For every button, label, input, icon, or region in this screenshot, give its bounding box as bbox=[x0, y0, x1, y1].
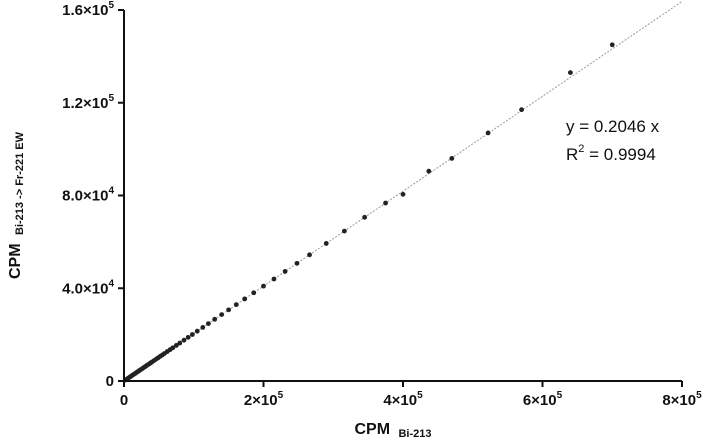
data-point bbox=[194, 328, 200, 334]
data-point bbox=[226, 307, 232, 313]
data-point bbox=[233, 302, 239, 308]
data-point bbox=[342, 228, 347, 234]
y-axis-title-main: CPM bbox=[7, 243, 24, 279]
r-squared-prefix: R bbox=[566, 145, 578, 164]
fit-line-layer bbox=[123, 1, 683, 382]
data-point bbox=[568, 70, 573, 76]
y-axis-title-sub: Bi-213 -> Fr-221 EW bbox=[14, 131, 26, 235]
data-point bbox=[609, 42, 615, 48]
x-axis-title-main: CPM bbox=[354, 421, 390, 438]
x-tick-label: 8×105 bbox=[662, 390, 702, 409]
y-tick-label: 0 bbox=[106, 373, 114, 390]
y-tick-label: 1.6×105 bbox=[62, 0, 114, 19]
data-point bbox=[205, 321, 211, 326]
x-ticks: 0 2×105 4×105 6×105 8×105 bbox=[120, 381, 702, 409]
data-point bbox=[185, 334, 191, 340]
fit-line bbox=[123, 1, 683, 382]
data-point bbox=[170, 345, 176, 351]
data-point bbox=[271, 276, 277, 282]
y-tick-label: 1.2×105 bbox=[62, 93, 114, 112]
data-point bbox=[219, 312, 225, 317]
data-point bbox=[383, 200, 388, 206]
data-point bbox=[449, 156, 455, 161]
fit-equation: y = 0.2046 x bbox=[566, 117, 660, 136]
r-squared-suffix: = 0.9994 bbox=[584, 145, 655, 164]
data-point bbox=[485, 130, 491, 136]
data-point bbox=[261, 283, 266, 289]
data-point bbox=[323, 241, 329, 246]
data-point bbox=[362, 214, 368, 220]
y-tick-label: 8.0×104 bbox=[62, 186, 114, 205]
data-point bbox=[282, 269, 288, 274]
x-tick-label: 4×105 bbox=[383, 390, 423, 409]
data-point bbox=[173, 343, 179, 348]
data-point bbox=[294, 260, 300, 266]
data-point bbox=[177, 340, 183, 346]
y-ticks: 0 4.0×104 8.0×104 1.2×105 1.6×105 bbox=[62, 0, 124, 390]
x-tick-label: 6×105 bbox=[523, 390, 563, 409]
data-point bbox=[242, 296, 248, 302]
data-point bbox=[307, 252, 312, 258]
data-point bbox=[189, 332, 195, 337]
x-tick-label: 2×105 bbox=[244, 390, 284, 409]
x-axis-title-sub: Bi-213 bbox=[398, 428, 431, 440]
y-axis-title: CPM Bi-213 -> Fr-221 EW bbox=[7, 131, 26, 279]
x-axis-title: CPM Bi-213 bbox=[354, 421, 431, 440]
data-point bbox=[426, 168, 432, 174]
data-points-layer bbox=[122, 42, 615, 383]
data-point bbox=[400, 191, 406, 197]
y-tick-label: 4.0×104 bbox=[62, 278, 114, 297]
data-point bbox=[251, 290, 257, 296]
x-tick-label: 0 bbox=[120, 392, 128, 409]
r-squared-value: R2 = 0.9994 bbox=[566, 143, 656, 164]
data-point bbox=[181, 337, 187, 343]
r-squared-superscript: 2 bbox=[578, 143, 584, 155]
data-point bbox=[212, 316, 218, 322]
data-point bbox=[200, 324, 206, 330]
data-point bbox=[519, 107, 524, 113]
